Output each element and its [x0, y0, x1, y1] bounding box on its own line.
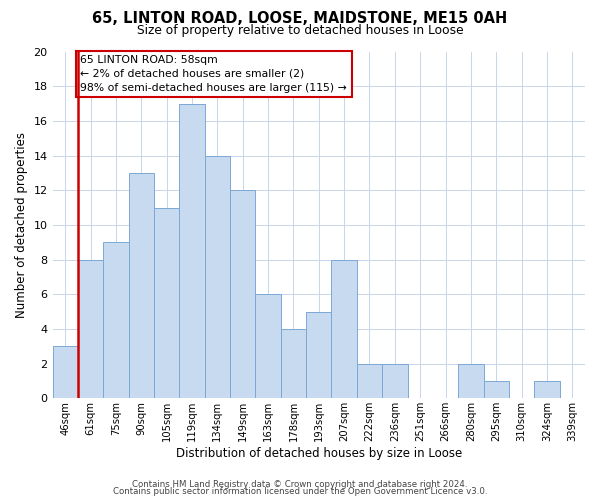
Bar [256, 294, 281, 399]
Bar [154, 208, 179, 398]
Text: Contains HM Land Registry data © Crown copyright and database right 2024.: Contains HM Land Registry data © Crown c… [132, 480, 468, 489]
Text: 65 LINTON ROAD: 58sqm
← 2% of detached houses are smaller (2)
98% of semi-detach: 65 LINTON ROAD: 58sqm ← 2% of detached h… [80, 55, 347, 93]
Bar [331, 260, 357, 398]
Bar [103, 242, 128, 398]
Text: 65, LINTON ROAD, LOOSE, MAIDSTONE, ME15 0AH: 65, LINTON ROAD, LOOSE, MAIDSTONE, ME15 … [92, 11, 508, 26]
Bar [78, 260, 103, 398]
Bar [179, 104, 205, 399]
Bar [534, 381, 560, 398]
Bar [53, 346, 78, 399]
Y-axis label: Number of detached properties: Number of detached properties [15, 132, 28, 318]
Bar [357, 364, 382, 398]
Bar [306, 312, 331, 398]
Bar [230, 190, 256, 398]
X-axis label: Distribution of detached houses by size in Loose: Distribution of detached houses by size … [176, 447, 462, 460]
Bar [128, 173, 154, 398]
Bar [205, 156, 230, 398]
Bar [484, 381, 509, 398]
Text: Size of property relative to detached houses in Loose: Size of property relative to detached ho… [137, 24, 463, 37]
Bar [382, 364, 407, 398]
Bar [281, 329, 306, 398]
Text: Contains public sector information licensed under the Open Government Licence v3: Contains public sector information licen… [113, 487, 487, 496]
Bar [458, 364, 484, 398]
